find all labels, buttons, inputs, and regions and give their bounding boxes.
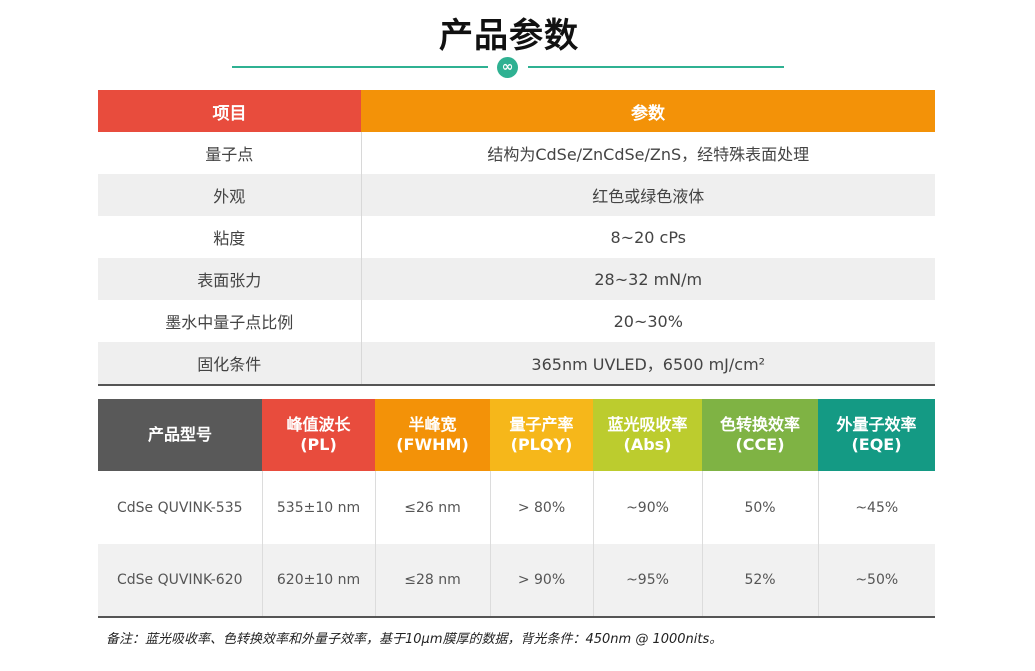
product-fwhm: ≤28 nm <box>375 544 491 618</box>
header-fwhm: 半峰宽 (FWHM) <box>375 399 490 471</box>
spec-header-item: 项目 <box>98 90 361 132</box>
spec-item: 表面张力 <box>98 258 362 300</box>
table-row: CdSe QUVINK-535 535±10 nm ≤26 nm > 80% ~… <box>98 471 935 544</box>
product-table: 产品型号 峰值波长 (PL) 半峰宽 (FWHM) 量子产率 (PLQY) 蓝光… <box>98 399 935 618</box>
header-cce: 色转换效率 (CCE) <box>702 399 818 471</box>
spec-table: 项目 参数 量子点 结构为CdSe/ZnCdSe/ZnS，经特殊表面处理 外观 … <box>98 90 935 386</box>
title-divider-right <box>528 66 784 68</box>
header-fwhm-abbr: (FWHM) <box>396 435 469 454</box>
spec-item: 固化条件 <box>98 342 362 386</box>
table-row: CdSe QUVINK-620 620±10 nm ≤28 nm > 90% ~… <box>98 544 935 618</box>
product-eqe: ~45% <box>818 471 935 544</box>
header-eqe-label: 外量子效率 <box>836 415 917 434</box>
infinity-icon: ∞ <box>497 57 518 78</box>
footnote: 备注：蓝光吸收率、色转换效率和外量子效率，基于10μm膜厚的数据，背光条件：45… <box>106 632 723 647</box>
header-plqy: 量子产率 (PLQY) <box>490 399 593 471</box>
spec-table-header: 项目 参数 <box>98 90 935 132</box>
spec-value: 365nm UVLED，6500 mJ/cm² <box>361 342 935 386</box>
product-cce: 52% <box>702 544 819 618</box>
product-pl: 620±10 nm <box>262 544 376 618</box>
header-abs-abbr: (Abs) <box>623 435 672 454</box>
spec-item: 粘度 <box>98 216 362 258</box>
header-pl: 峰值波长 (PL) <box>262 399 375 471</box>
header-cce-label: 色转换效率 <box>719 415 800 434</box>
product-pl: 535±10 nm <box>262 471 376 544</box>
title-divider-left <box>232 66 488 68</box>
product-cce: 50% <box>702 471 819 544</box>
product-model: CdSe QUVINK-535 <box>98 471 263 544</box>
header-abs-label: 蓝光吸收率 <box>607 415 688 434</box>
product-table-header: 产品型号 峰值波长 (PL) 半峰宽 (FWHM) 量子产率 (PLQY) 蓝光… <box>98 399 935 471</box>
product-abs: ~90% <box>593 471 703 544</box>
product-plqy: > 90% <box>490 544 594 618</box>
header-fwhm-label: 半峰宽 <box>408 415 457 434</box>
table-row: 墨水中量子点比例 20~30% <box>98 300 935 342</box>
table-row: 量子点 结构为CdSe/ZnCdSe/ZnS，经特殊表面处理 <box>98 132 935 174</box>
header-eqe: 外量子效率 (EQE) <box>818 399 935 471</box>
product-plqy: > 80% <box>490 471 594 544</box>
spec-item: 墨水中量子点比例 <box>98 300 362 342</box>
table-row: 表面张力 28~32 mN/m <box>98 258 935 300</box>
spec-value: 20~30% <box>361 300 935 342</box>
product-model: CdSe QUVINK-620 <box>98 544 263 618</box>
header-plqy-label: 量子产率 <box>509 415 574 434</box>
header-eqe-abbr: (EQE) <box>851 435 902 454</box>
header-model: 产品型号 <box>98 399 262 471</box>
table-row: 外观 红色或绿色液体 <box>98 174 935 216</box>
spec-header-value: 参数 <box>361 90 935 132</box>
product-eqe: ~50% <box>818 544 935 618</box>
product-fwhm: ≤26 nm <box>375 471 491 544</box>
table-row: 固化条件 365nm UVLED，6500 mJ/cm² <box>98 342 935 386</box>
header-plqy-abbr: (PLQY) <box>510 435 573 454</box>
header-pl-abbr: (PL) <box>300 435 337 454</box>
product-abs: ~95% <box>593 544 703 618</box>
spec-item: 外观 <box>98 174 362 216</box>
header-cce-abbr: (CCE) <box>735 435 785 454</box>
page-title: 产品参数 <box>439 16 579 56</box>
table-row: 粘度 8~20 cPs <box>98 216 935 258</box>
spec-item: 量子点 <box>98 132 362 174</box>
header-abs: 蓝光吸收率 (Abs) <box>593 399 702 471</box>
spec-value: 28~32 mN/m <box>361 258 935 300</box>
spec-value: 红色或绿色液体 <box>361 174 935 216</box>
header-model-label: 产品型号 <box>147 425 212 444</box>
spec-value: 8~20 cPs <box>361 216 935 258</box>
header-pl-label: 峰值波长 <box>286 415 351 434</box>
spec-value: 结构为CdSe/ZnCdSe/ZnS，经特殊表面处理 <box>361 132 935 174</box>
